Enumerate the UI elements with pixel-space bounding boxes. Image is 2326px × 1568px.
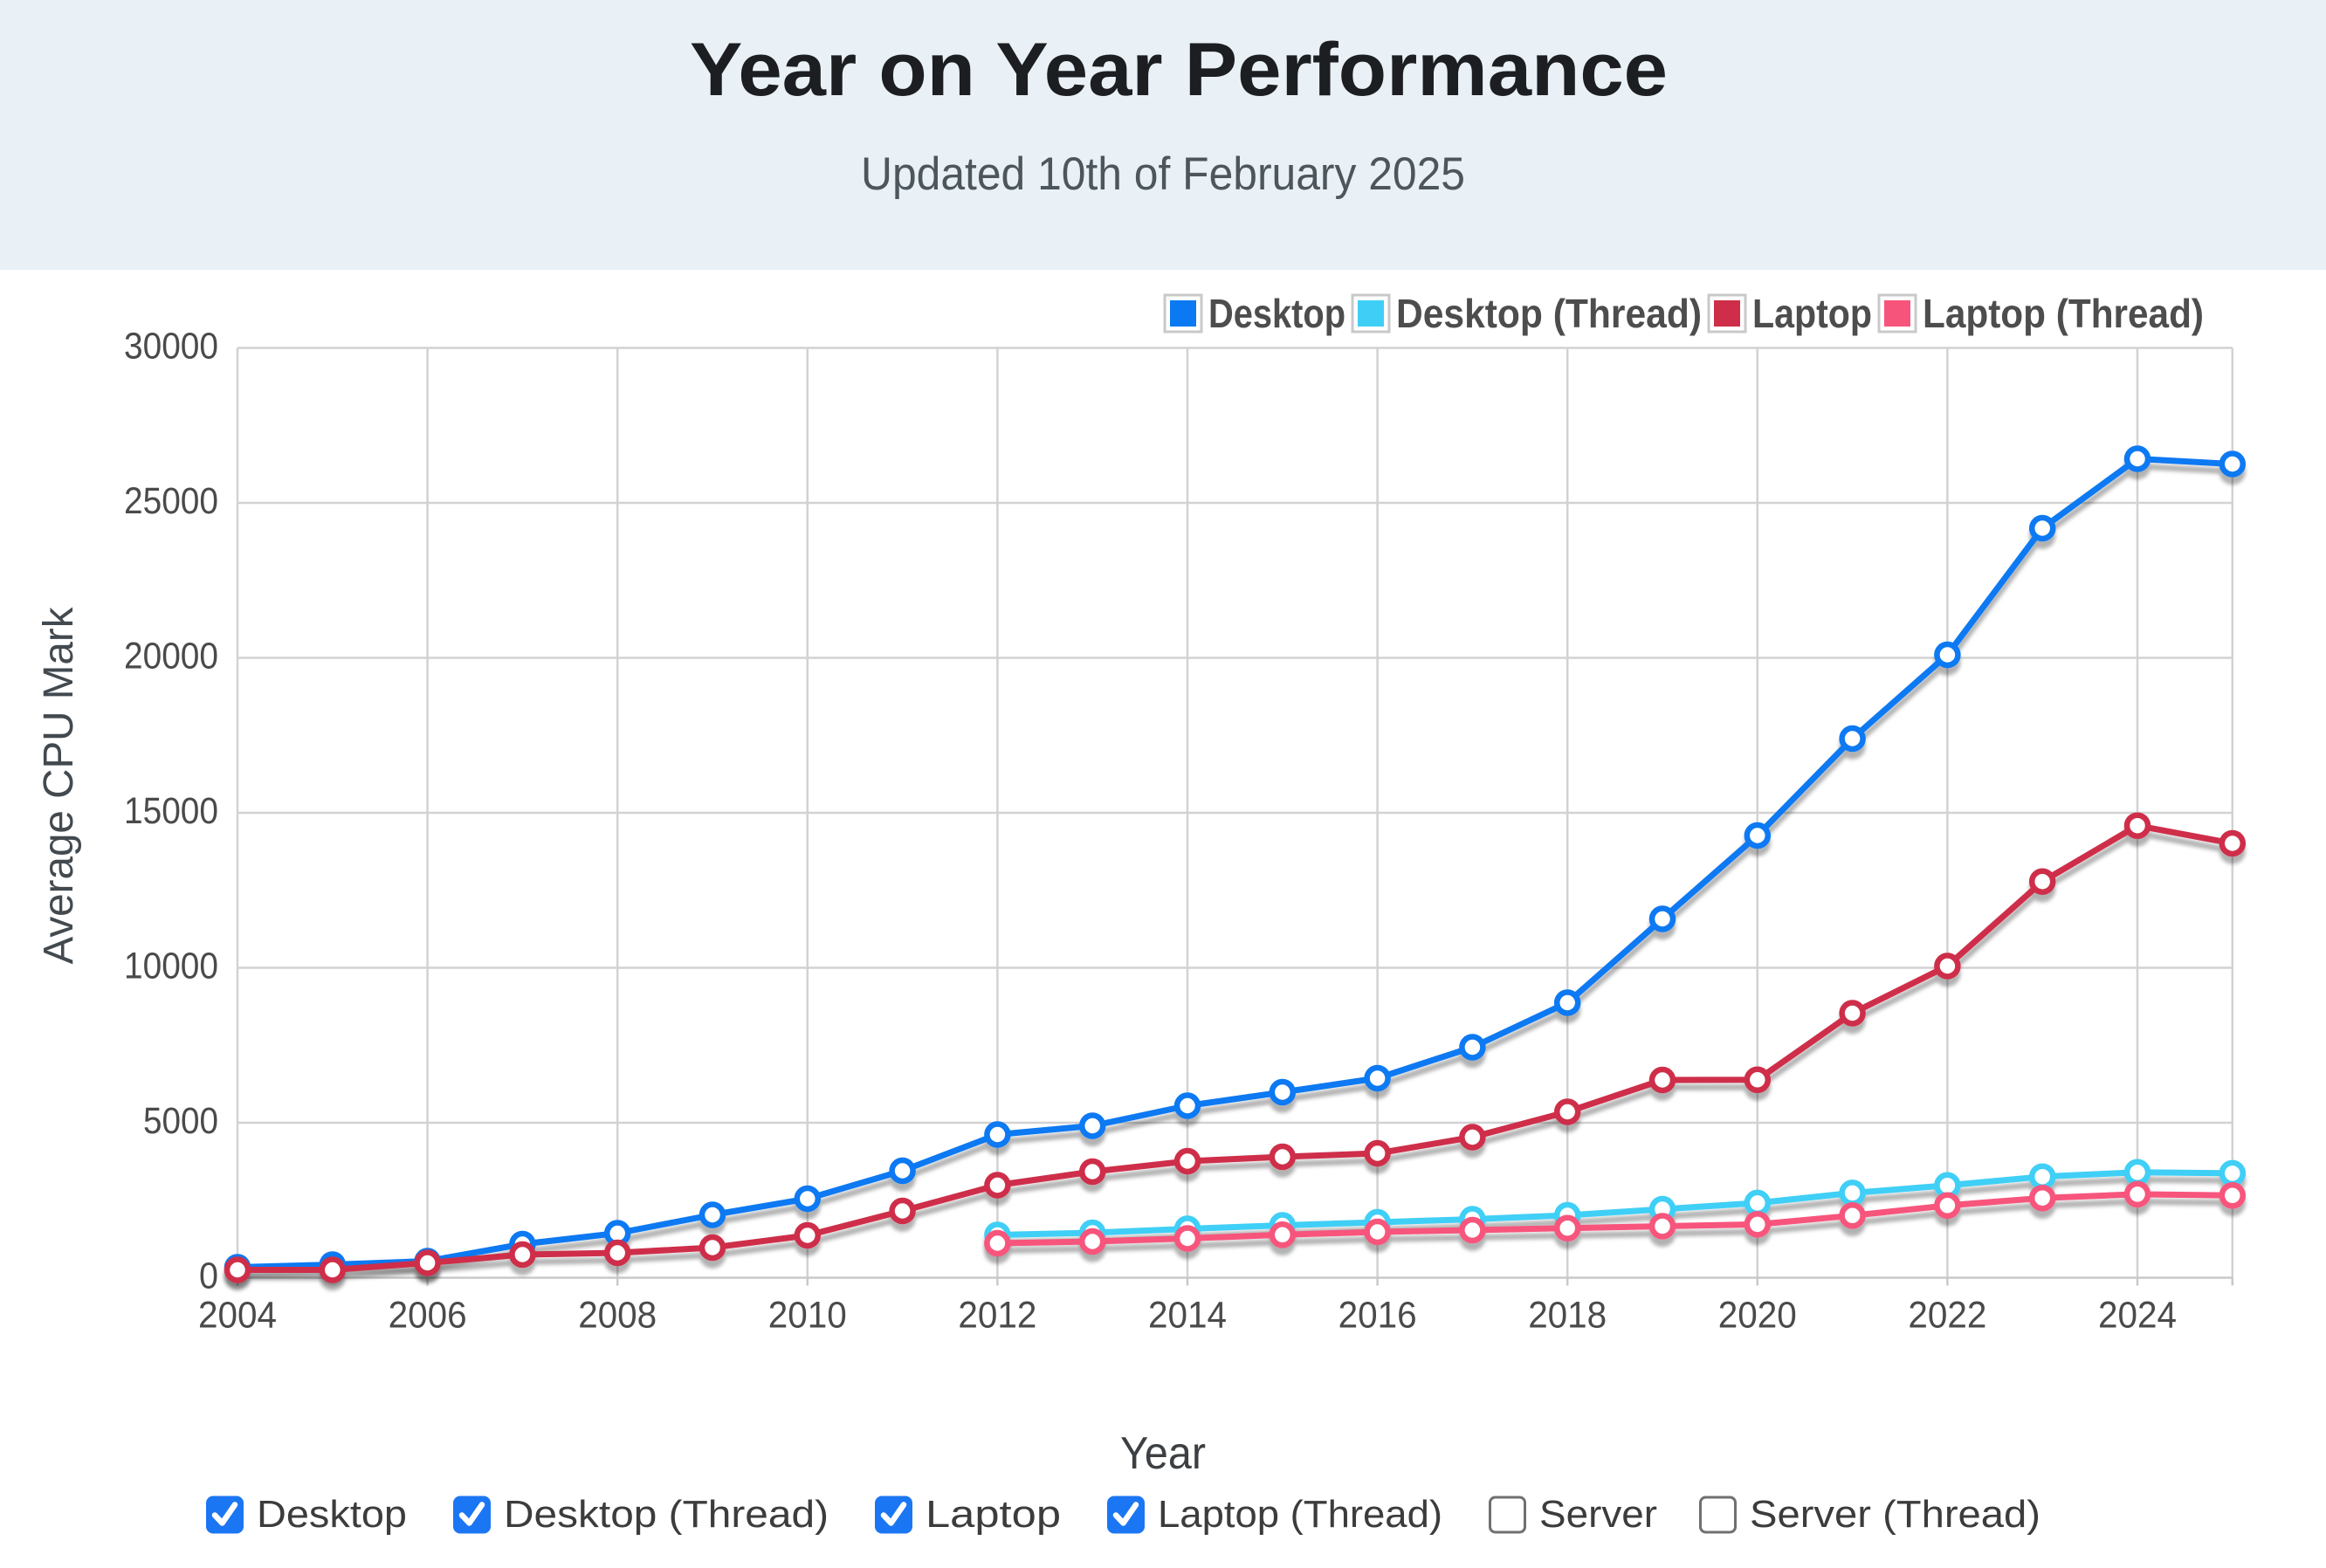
svg-text:0: 0 [199,1255,218,1297]
svg-text:Desktop: Desktop [1208,291,1345,336]
svg-text:20000: 20000 [124,636,218,677]
svg-text:2010: 2010 [768,1295,847,1337]
svg-text:Desktop: Desktop [257,1493,407,1536]
svg-text:15000: 15000 [124,790,218,832]
svg-text:2016: 2016 [1338,1295,1417,1337]
svg-text:2024: 2024 [2098,1295,2177,1337]
svg-text:10000: 10000 [124,946,218,987]
svg-text:2022: 2022 [1908,1295,1986,1337]
svg-text:2018: 2018 [1528,1295,1607,1337]
svg-text:Year: Year [1120,1428,1206,1479]
svg-text:Server (Thread): Server (Thread) [1750,1493,2040,1536]
svg-text:2006: 2006 [389,1295,467,1337]
svg-text:2008: 2008 [578,1295,657,1337]
svg-text:Laptop: Laptop [926,1493,1061,1536]
svg-text:2004: 2004 [198,1295,277,1337]
svg-text:Laptop: Laptop [1752,291,1872,336]
svg-text:Desktop (Thread): Desktop (Thread) [1396,291,1702,336]
svg-text:Server: Server [1539,1493,1657,1536]
svg-text:Laptop (Thread): Laptop (Thread) [1923,291,2204,336]
svg-text:Average CPU Mark: Average CPU Mark [36,607,82,965]
svg-text:2014: 2014 [1148,1295,1227,1337]
svg-text:25000: 25000 [124,480,218,522]
svg-text:Year on Year Performance: Year on Year Performance [690,28,1668,112]
svg-text:30000: 30000 [124,326,218,368]
svg-text:2012: 2012 [958,1295,1036,1337]
svg-text:Updated 10th of February 2025: Updated 10th of February 2025 [861,148,1465,200]
svg-text:Desktop (Thread): Desktop (Thread) [504,1493,829,1536]
svg-text:Laptop (Thread): Laptop (Thread) [1158,1493,1442,1536]
svg-text:2020: 2020 [1718,1295,1797,1337]
svg-text:5000: 5000 [143,1100,218,1142]
